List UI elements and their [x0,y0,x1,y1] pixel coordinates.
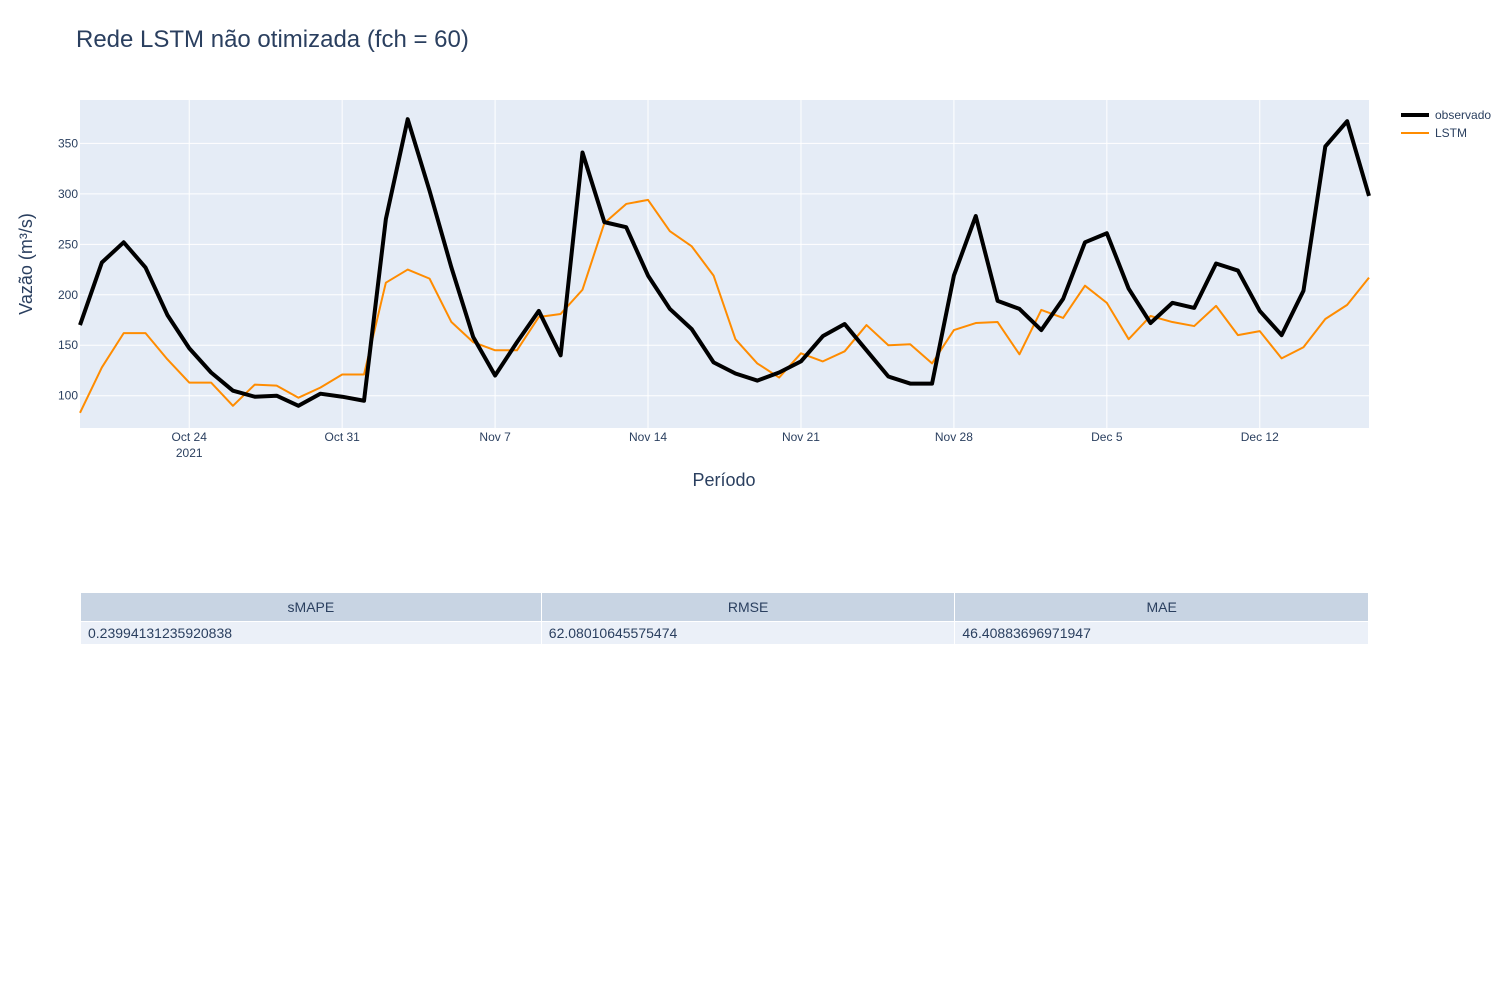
x-tick-label: Nov 28 [935,430,973,444]
series-lines [78,117,1371,414]
y-tick-label: 200 [58,288,78,302]
y-tick-label: 100 [58,389,78,403]
legend-label-observado: observado [1435,108,1491,122]
grid-lines [80,100,1369,428]
y-axis-title: Vazão (m³/s) [16,213,36,315]
plot-background [80,100,1369,428]
tick-labels: 100 150 200 250 300 350 Oct 24 2021 Oct 31 Nov 7 N… [58,136,1279,460]
x-tick-label: Dec 12 [1241,430,1279,444]
x-tick-label: Nov 21 [782,430,820,444]
chart-title: Rede LSTM não otimizada (fch = 60) [76,26,469,53]
x-tick-label: Oct 31 [324,430,360,444]
header-rmse: RMSE [540,592,956,622]
header-smape: sMAPE [80,592,542,622]
cell-mae-value: 46.40883696971947 [954,621,1369,645]
y-tick-label: 150 [58,338,78,352]
y-tick-label: 350 [58,136,78,150]
x-tick-label: Oct 24 [172,430,208,444]
legend-label-lstm: LSTM [1435,126,1467,140]
y-tick-label: 300 [58,187,78,201]
cell-smape-value: 0.23994131235920838 [80,621,542,645]
x-tick-label: Nov 14 [629,430,667,444]
table-row: 0.23994131235920838 62.08010645575474 46… [80,621,1369,645]
y-tick-label: 250 [58,237,78,251]
legend: observado LSTM [1401,108,1491,140]
x-tick-label: Dec 5 [1091,430,1123,444]
metrics-table: sMAPE RMSE MAE 0.23994131235920838 62.08… [80,592,1369,645]
table-header-row: sMAPE RMSE MAE [80,592,1369,622]
cell-rmse-value: 62.08010645575474 [540,621,956,645]
x-tick-label: Nov 7 [479,430,511,444]
series-line-observado [78,117,1371,408]
x-tick-sublabel: 2021 [176,446,203,460]
header-mae: MAE [954,592,1369,622]
x-axis-title: Período [692,470,755,490]
